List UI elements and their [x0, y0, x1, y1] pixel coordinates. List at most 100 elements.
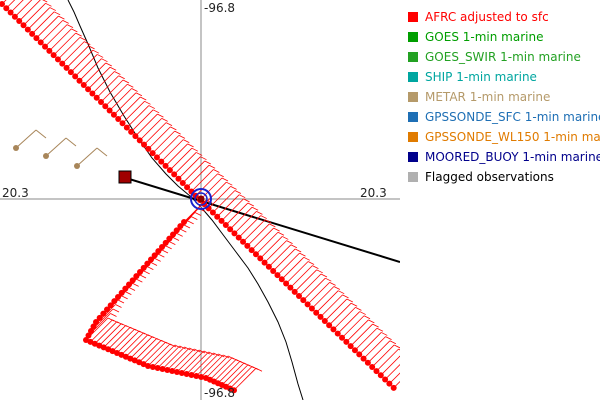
observation-point — [171, 171, 178, 178]
wind-barb-flag — [333, 286, 341, 290]
legend-item[interactable]: GPSSONDE_SFC 1-min marine — [408, 109, 600, 125]
observation-point — [158, 158, 165, 165]
legend-item[interactable]: METAR 1-min marine — [408, 89, 550, 105]
observation-point — [122, 285, 129, 292]
station-wind-barbs — [13, 129, 108, 169]
afrc-observation-points[interactable] — [0, 1, 397, 394]
observation-point — [155, 248, 162, 255]
wind-barb-flag — [117, 299, 125, 304]
observation-point — [145, 145, 152, 152]
wind-barb-flag — [169, 343, 177, 348]
wind-barb — [311, 286, 335, 309]
legend-item[interactable]: Flagged observations — [408, 169, 554, 185]
station-point — [43, 153, 49, 159]
wind-barb — [255, 231, 279, 255]
wind-barb-flag — [157, 113, 164, 118]
legend-item[interactable]: GOES 1-min marine — [408, 29, 543, 45]
wind-barb-flag — [376, 327, 384, 332]
legend-item[interactable]: MOORED_BUOY 1-min marine — [408, 149, 600, 165]
observation-point — [118, 289, 125, 296]
map-plot[interactable]: -96.8 -96.8 20.3 20.3 — [0, 0, 400, 400]
wind-barb — [53, 32, 76, 56]
observation-point — [326, 322, 333, 329]
observation-point — [274, 272, 281, 279]
observation-point — [170, 231, 176, 238]
wind-barb — [234, 211, 257, 234]
observation-point — [244, 242, 251, 249]
wind-barb — [389, 372, 400, 384]
legend-label: SHIP 1-min marine — [425, 70, 537, 84]
observation-point — [119, 120, 126, 127]
observation-point — [115, 294, 121, 300]
wind-barb-flag — [320, 273, 328, 278]
wind-barb — [23, 3, 46, 26]
wind-barb-flag — [187, 143, 194, 148]
wind-barb-flag — [269, 223, 276, 228]
legend-label: GOES_SWIR 1-min marine — [425, 50, 581, 64]
observation-point — [96, 314, 103, 321]
wind-barb — [70, 49, 94, 73]
observation-point — [128, 128, 135, 135]
wind-barb — [171, 348, 195, 372]
wind-barb — [109, 88, 132, 111]
wind-barb-flag — [189, 347, 196, 352]
observation-point — [351, 347, 358, 354]
legend-item[interactable]: AFRC adjusted to sfc — [408, 9, 549, 25]
observation-point — [133, 273, 140, 280]
wind-barb-flag — [132, 282, 139, 287]
observation-point — [137, 269, 143, 275]
station-barb — [15, 129, 37, 149]
wind-barb-flag — [299, 252, 306, 257]
observation-point — [166, 235, 173, 242]
wind-barb-flag — [118, 75, 125, 80]
wind-barb-flag — [58, 15, 65, 20]
wind-barb-flag — [294, 248, 302, 253]
wind-barb — [367, 340, 391, 364]
observation-point — [136, 137, 143, 144]
observation-point — [166, 167, 173, 174]
station-barb-flag — [35, 129, 47, 139]
observation-point — [80, 81, 87, 88]
wind-barb — [341, 315, 365, 339]
wind-barb — [221, 198, 244, 222]
wind-barb — [126, 105, 150, 128]
legend-item[interactable]: SHIP 1-min marine — [408, 69, 537, 85]
legend-item[interactable]: GPSSONDE_WL150 1-min mar — [408, 129, 600, 145]
map-canvas[interactable] — [0, 0, 400, 400]
legend-item[interactable]: GOES_SWIR 1-min marine — [408, 49, 581, 65]
latitude-label-right: 20.3 — [360, 186, 387, 200]
wind-barb-flag — [128, 287, 136, 291]
wind-barb-flag — [329, 281, 336, 286]
wind-barb — [44, 24, 68, 47]
wind-barb-flag — [174, 130, 181, 135]
wind-barb — [213, 359, 237, 382]
wind-barb-flag — [393, 344, 400, 349]
observation-point — [240, 238, 247, 245]
observation-point — [16, 18, 23, 25]
wind-barb-flag — [79, 37, 87, 41]
observation-point — [145, 363, 151, 369]
observation-point — [102, 103, 109, 110]
wind-barb — [148, 126, 171, 150]
observation-point — [300, 297, 307, 304]
observation-point — [46, 47, 53, 54]
observation-point — [183, 371, 190, 377]
observation-point — [72, 73, 79, 80]
observation-point — [67, 69, 74, 76]
legend-swatch — [408, 152, 418, 162]
wind-barb — [156, 135, 180, 158]
markers[interactable] — [118, 170, 212, 210]
wind-barb — [1, 0, 7, 5]
wind-barb — [6, 0, 16, 9]
wind-barb — [122, 101, 145, 124]
wind-barb-flag — [307, 261, 315, 265]
wind-barb — [169, 147, 193, 171]
observation-point — [129, 277, 136, 284]
wind-barb — [225, 364, 249, 388]
wind-barb — [36, 15, 59, 39]
observation-point — [304, 301, 311, 308]
wind-barb — [212, 190, 236, 213]
wind-barb-flag — [363, 315, 371, 320]
wind-barb — [160, 139, 184, 162]
observation-point — [369, 363, 376, 370]
